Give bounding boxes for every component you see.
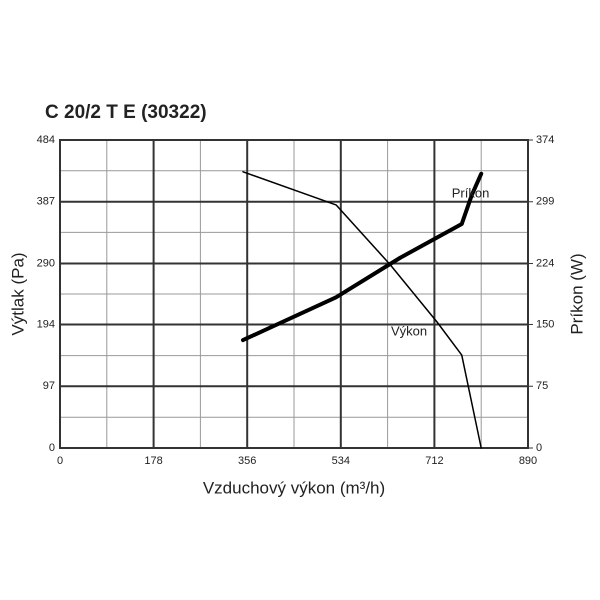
y-tick-label: 290: [37, 257, 55, 269]
y-tick-label: 0: [49, 442, 55, 454]
y2-tick-label: 224: [536, 257, 554, 269]
chart-title: C 20/2 T E (30322): [45, 102, 207, 123]
y-tick-label: 484: [37, 134, 55, 146]
line-series: [240, 171, 484, 343]
y2-tick-label: 150: [536, 318, 554, 330]
series-label: Príkon: [452, 185, 490, 200]
y2-tick-label: 75: [536, 380, 548, 392]
x-tick-label: 178: [144, 455, 162, 467]
x-tick-label: 890: [519, 455, 537, 467]
x-tick-label: 534: [332, 455, 350, 467]
y-tick-label: 387: [37, 196, 55, 208]
x-axis-label: Vzduchový výkon (m³/h): [203, 478, 385, 497]
y2-axis-label: Príkon (W): [567, 253, 586, 334]
y2-tick-label: 299: [536, 196, 554, 208]
y-axis-label: Výtlak (Pa): [8, 252, 27, 335]
y-tick-label: 194: [37, 318, 55, 330]
x-tick-label: 712: [425, 455, 443, 467]
plot-frame: [59, 139, 529, 449]
x-tick-label: 0: [57, 455, 63, 467]
y2-tick-label: 374: [536, 134, 554, 146]
series-label: Výkon: [391, 323, 427, 338]
line-series: [242, 171, 482, 449]
x-tick-label: 356: [238, 455, 256, 467]
y2-tick-label: 0: [536, 442, 542, 454]
y-tick-label: 97: [43, 380, 55, 392]
